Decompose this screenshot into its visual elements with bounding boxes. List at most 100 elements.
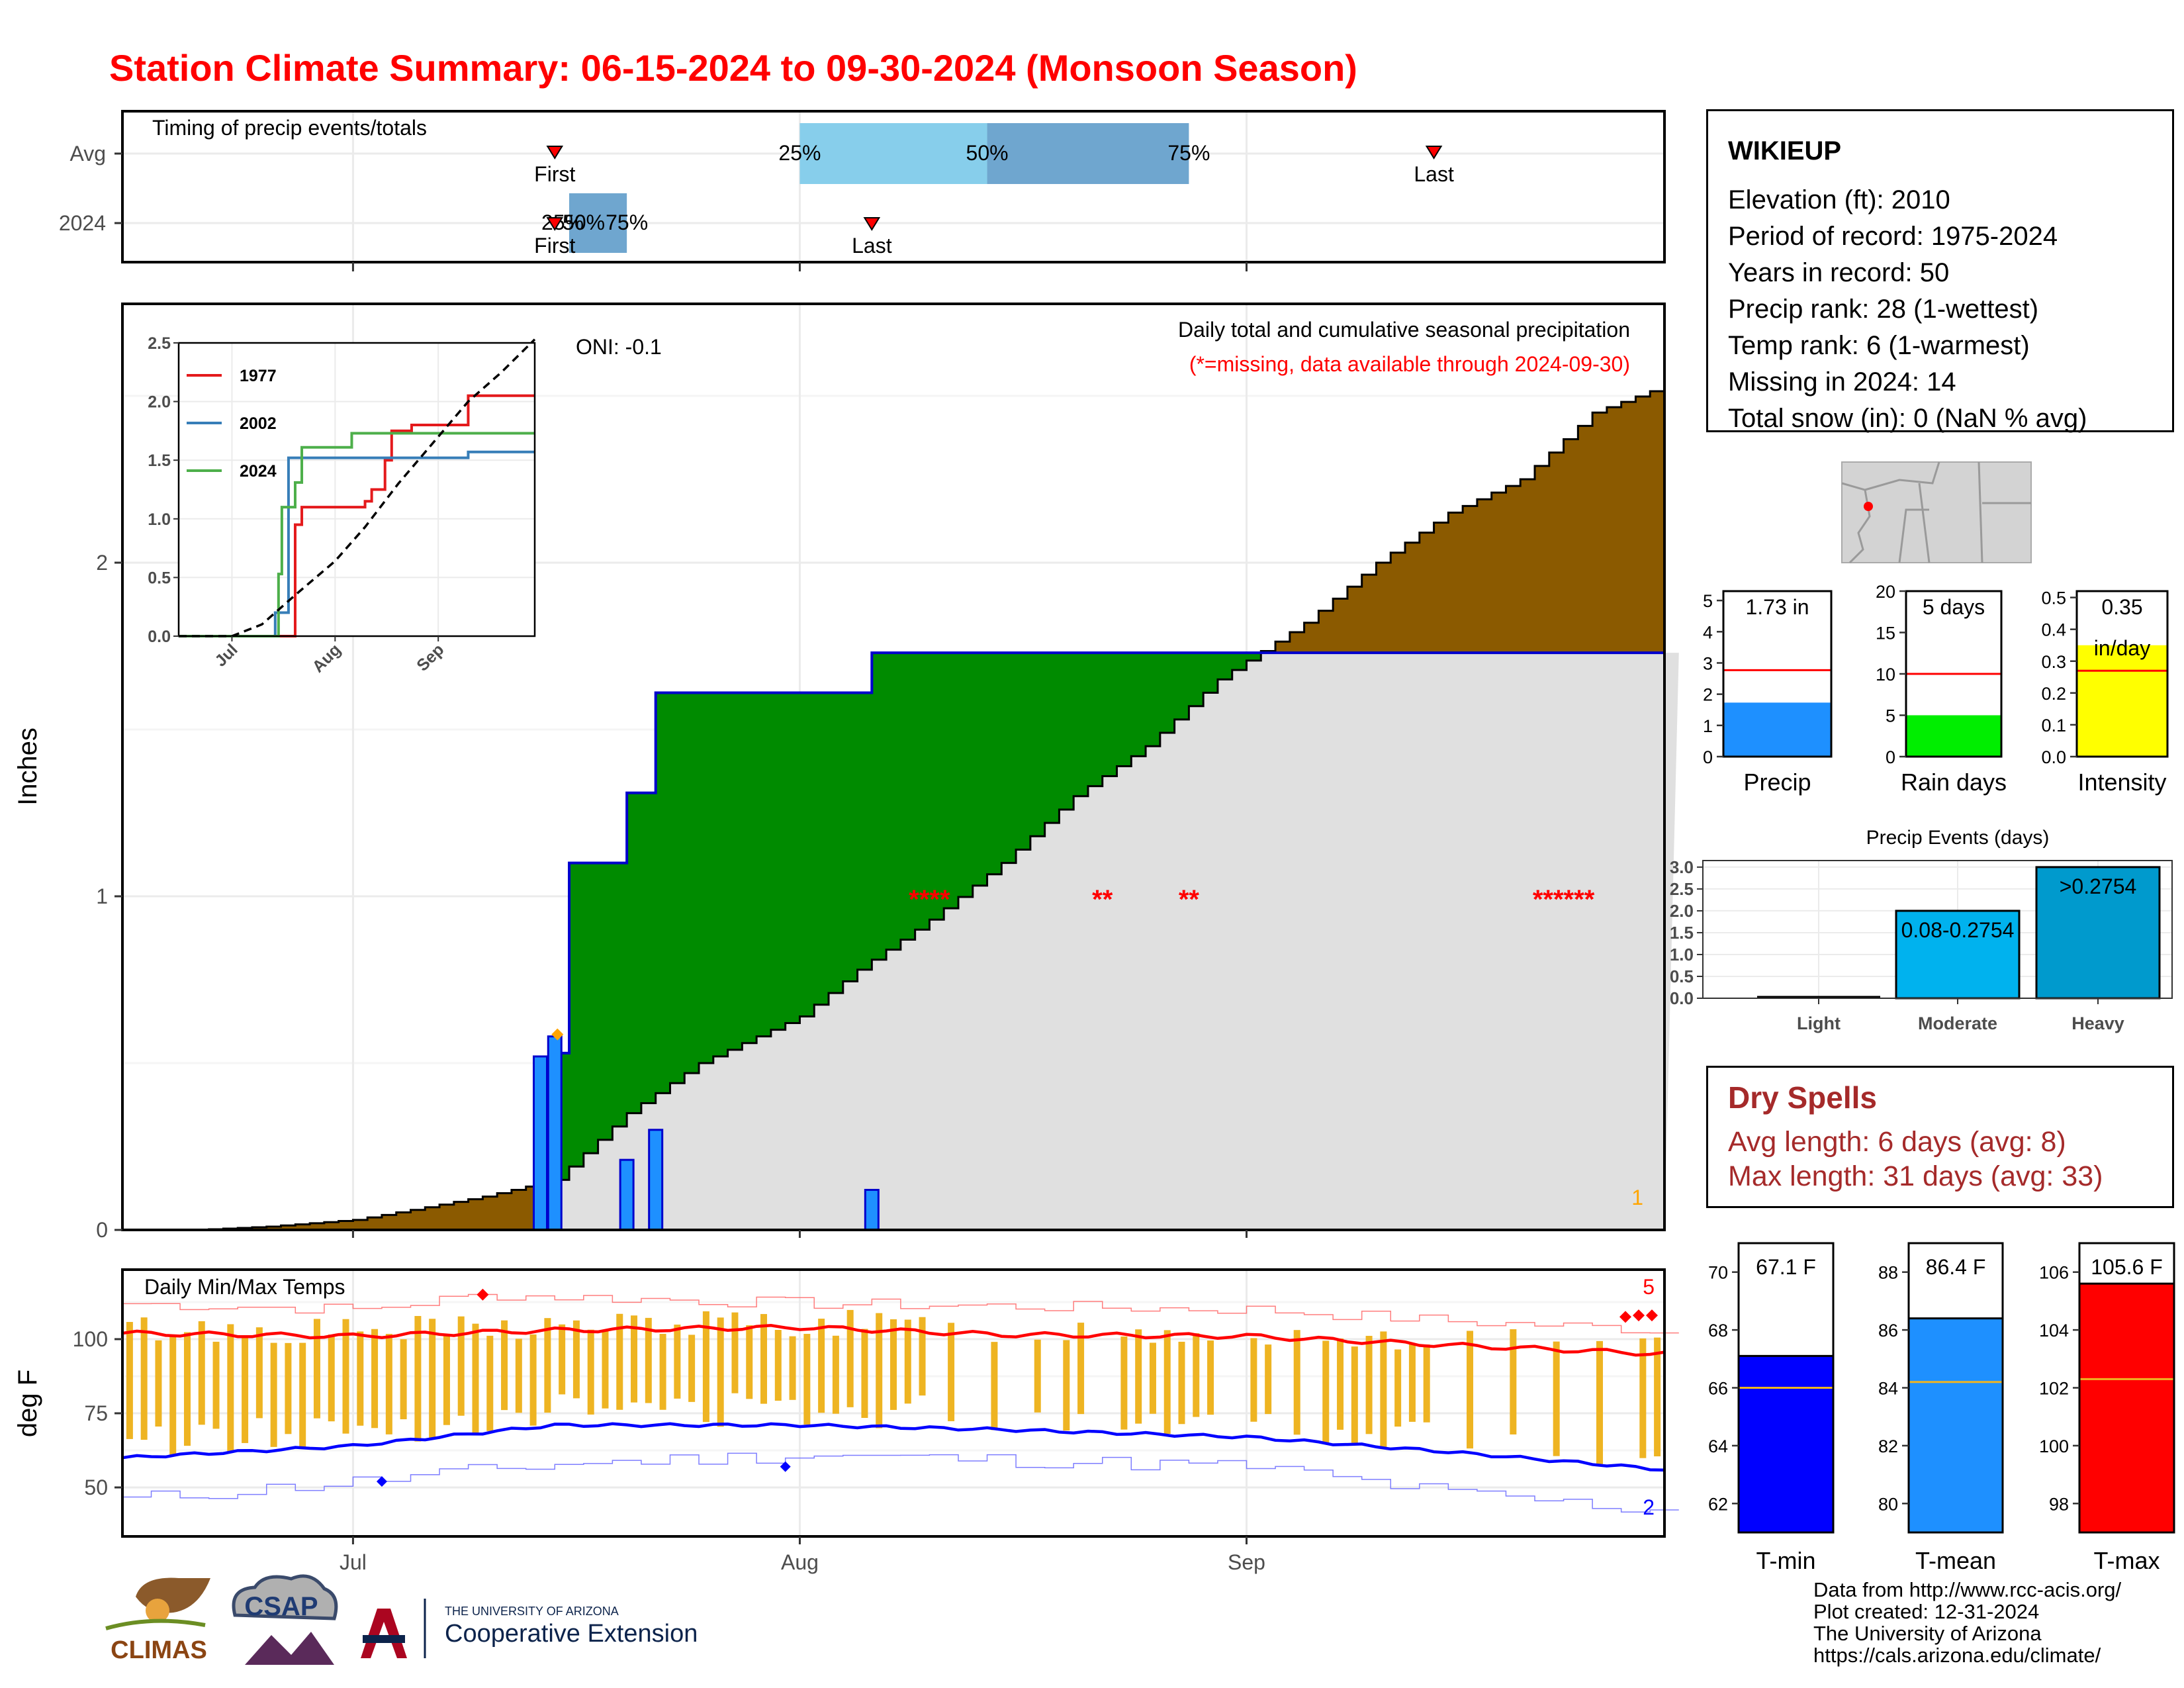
temp-bar-tick-label: 100 — [2039, 1436, 2069, 1456]
temp-daily-bar — [515, 1338, 522, 1413]
timing-panel-label: Timing of precip events/totals — [152, 116, 427, 140]
temp-daily-bar — [472, 1323, 479, 1436]
mini-bar-tick-label: 2 — [1703, 685, 1713, 705]
temp-bar-value-t-mean — [1909, 1318, 2003, 1532]
station-line-elevation: Elevation (ft): 2010 — [1728, 185, 1950, 214]
temp-daily-bar — [212, 1341, 220, 1429]
credits: Data from http://www.rcc-acis.org/ Plot … — [1813, 1579, 2121, 1666]
precip-daily-bar — [547, 1035, 563, 1231]
temp-daily-bar — [1408, 1344, 1416, 1422]
inset-series-1977 — [179, 394, 535, 637]
temp-daily-bar — [400, 1339, 407, 1420]
temp-avg-min-line — [122, 1422, 1665, 1472]
mini-bar-label-1: 5 days — [1923, 595, 1985, 619]
precip-panel-border — [121, 303, 1666, 1231]
temp-daily-bar — [1135, 1329, 1142, 1424]
mini-bar-tick-label: 4 — [1703, 622, 1713, 642]
temp-daily-bar — [1365, 1336, 1373, 1434]
inset-ytick-label: 0.5 — [148, 569, 171, 587]
inset-bg — [179, 343, 535, 636]
timing-row-label-2024: 2024 — [59, 211, 106, 235]
temp-bar-tick-label: 64 — [1708, 1436, 1728, 1456]
inset-ytick-label: 2.0 — [148, 393, 171, 412]
temp-daily-bar — [183, 1332, 191, 1446]
ua-logo-bar — [363, 1635, 405, 1643]
timing-2024-first-marker — [546, 217, 564, 231]
temp-bar-tick-label: 106 — [2039, 1263, 2069, 1283]
precip-missing-note: (*=missing, data available through 2024-… — [1189, 352, 1630, 376]
timing-avg-first-label: First — [534, 162, 575, 186]
temp-daily-bar — [242, 1335, 249, 1443]
timing-panel-border — [121, 110, 1666, 263]
events-category-light: Light — [1797, 1013, 1841, 1033]
inset-ytick-label: 2.5 — [148, 334, 171, 353]
mini-bar-tick-label: 15 — [1876, 624, 1895, 643]
precip-avg-cumulative-line — [122, 385, 1666, 1231]
temp-record-low-marker — [376, 1476, 387, 1487]
temp-daily-bar — [198, 1321, 205, 1425]
precip-corner-count: 1 — [1631, 1186, 1643, 1209]
temp-daily-bar — [659, 1334, 666, 1410]
temp-daily-bar — [919, 1317, 926, 1396]
mini-bar-tick-label: 10 — [1876, 665, 1895, 684]
temp-record-high-marker — [1633, 1309, 1645, 1322]
timing-2024-p75-label: 75% — [606, 211, 648, 234]
temp-daily-bar — [760, 1314, 768, 1404]
precip-above-avg-area — [555, 653, 1261, 1180]
temp-daily-bar — [429, 1319, 436, 1439]
events-bar-heavy — [2035, 866, 2161, 1000]
dry-spells-max: Max length: 31 days (avg: 33) — [1728, 1160, 2103, 1192]
timing-avg-last-marker — [1425, 146, 1443, 160]
temp-daily-bar — [544, 1318, 551, 1413]
temp-daily-bar — [846, 1309, 854, 1407]
station-line-years: Years in record: 50 — [1728, 258, 1950, 287]
x-axis-month-sep: Sep — [1228, 1550, 1265, 1574]
temp-bar-label-2: 105.6 F — [2091, 1255, 2163, 1279]
temp-daily-bar — [1510, 1329, 1517, 1434]
temp-daily-bar — [1639, 1338, 1647, 1458]
temp-bar-tick-label: 80 — [1878, 1494, 1898, 1514]
temp-panel-label: Daily Min/Max Temps — [144, 1275, 345, 1299]
station-line-snow: Total snow (in): 0 (NaN % avg) — [1728, 404, 2087, 433]
temp-daily-bar — [371, 1329, 379, 1429]
temp-record-high-marker — [477, 1288, 489, 1301]
temp-daily-bar — [890, 1319, 897, 1410]
station-info-box: WIKIEUP Elevation (ft): 2010 Period of r… — [1706, 109, 2174, 433]
temp-daily-bar — [572, 1320, 580, 1399]
climas-logo-swoosh — [105, 1618, 206, 1630]
precip-daily-bar — [532, 1055, 548, 1231]
dry-spells-title: Dry Spells — [1728, 1080, 1877, 1115]
precip-missing-marks: ** — [1092, 885, 1113, 914]
precip-ytick-label: 2 — [96, 551, 108, 575]
temp-bar-tick-label: 66 — [1708, 1379, 1728, 1399]
timing-avg-last-label: Last — [1414, 162, 1454, 186]
temp-record-high-marker — [1619, 1311, 1631, 1323]
mini-bar-tick-label: 0.0 — [2041, 747, 2066, 767]
inset-ytick-label: 0.0 — [148, 628, 171, 646]
events-bin-label-1: 0.08-0.2754 — [1901, 918, 2015, 942]
csap-logo-cloud — [232, 1574, 338, 1620]
precip-ytick-label: 0 — [96, 1218, 108, 1242]
station-name: WIKIEUP — [1728, 136, 1842, 165]
temp-bar-name-1: T-mean — [1915, 1547, 1996, 1574]
temp-daily-bar — [1351, 1346, 1358, 1443]
events-title: Precip Events (days) — [1866, 827, 2050, 849]
temp-daily-bar — [774, 1330, 782, 1401]
temp-daily-bar — [702, 1311, 709, 1423]
credit-line-univ: The University of Arizona — [1813, 1622, 2042, 1645]
temp-bar-name-0: T-min — [1756, 1547, 1816, 1574]
mini-bar-border — [2075, 590, 2169, 758]
temp-daily-bar — [688, 1335, 696, 1402]
temp-daily-bar — [948, 1323, 955, 1421]
temp-daily-bar — [313, 1319, 320, 1419]
temp-record-high-marker — [1646, 1309, 1658, 1322]
station-line-missing: Missing in 2024: 14 — [1728, 367, 1956, 397]
temp-daily-bar — [731, 1312, 739, 1393]
temp-daily-bar — [1654, 1337, 1661, 1457]
inset-ytick-label: 1.0 — [148, 510, 171, 529]
temp-daily-bar — [1250, 1338, 1257, 1422]
temp-daily-bar — [414, 1316, 422, 1442]
inset-legend-label-2024: 2024 — [240, 462, 277, 481]
temp-bar-value-t-min — [1739, 1356, 1833, 1532]
